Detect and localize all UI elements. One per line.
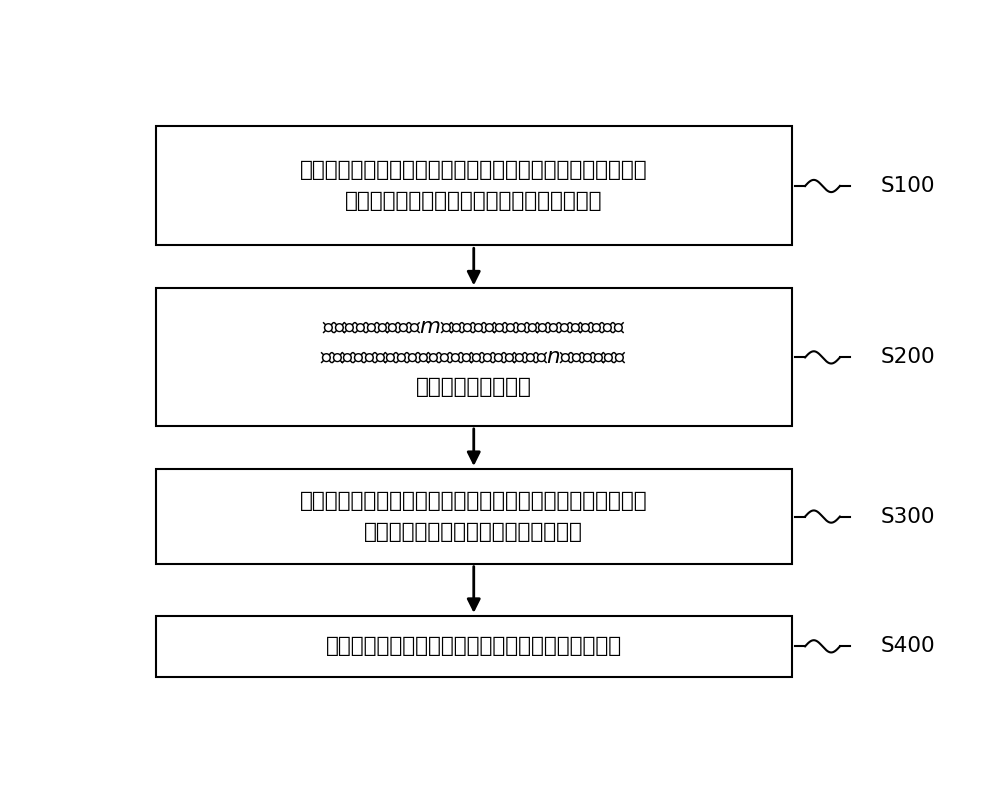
FancyBboxPatch shape	[156, 615, 792, 677]
Text: 行第三电参数测试，获得第三阈值电压: 行第三电参数测试，获得第三阈值电压	[364, 522, 583, 541]
Text: 对辐射处理至总辐射剂量后的场效应晶体管进行偏置处理，进: 对辐射处理至总辐射剂量后的场效应晶体管进行偏置处理，进	[300, 491, 648, 511]
FancyBboxPatch shape	[156, 289, 792, 426]
Text: S200: S200	[881, 347, 935, 367]
Text: S100: S100	[881, 176, 935, 196]
Text: 电参数测试，获取初始状态下的第一阈值电压: 电参数测试，获取初始状态下的第一阈值电压	[345, 191, 602, 211]
FancyBboxPatch shape	[156, 469, 792, 564]
Text: S400: S400	[881, 636, 935, 657]
FancyBboxPatch shape	[156, 126, 792, 246]
Text: 提供具有统计学意义数量的待试验的场效应晶体管，进行第一: 提供具有统计学意义数量的待试验的场效应晶体管，进行第一	[300, 161, 648, 180]
Text: S300: S300	[881, 506, 935, 526]
Text: 进行数据处理并判断场效应晶体管是否符合产品要求: 进行数据处理并判断场效应晶体管是否符合产品要求	[326, 636, 622, 657]
Text: 对场效应晶体管进行$\it{m}$次辐射处理至达到预设的总辐射剂量，: 对场效应晶体管进行$\it{m}$次辐射处理至达到预设的总辐射剂量，	[322, 317, 625, 338]
Text: 获得的第二阈值电压: 获得的第二阈值电压	[416, 377, 532, 397]
Text: 每次辐射处理后均进行第二电参数测试，获得第$\it{n}$次辐射处理后: 每次辐射处理后均进行第二电参数测试，获得第$\it{n}$次辐射处理后	[320, 347, 627, 367]
